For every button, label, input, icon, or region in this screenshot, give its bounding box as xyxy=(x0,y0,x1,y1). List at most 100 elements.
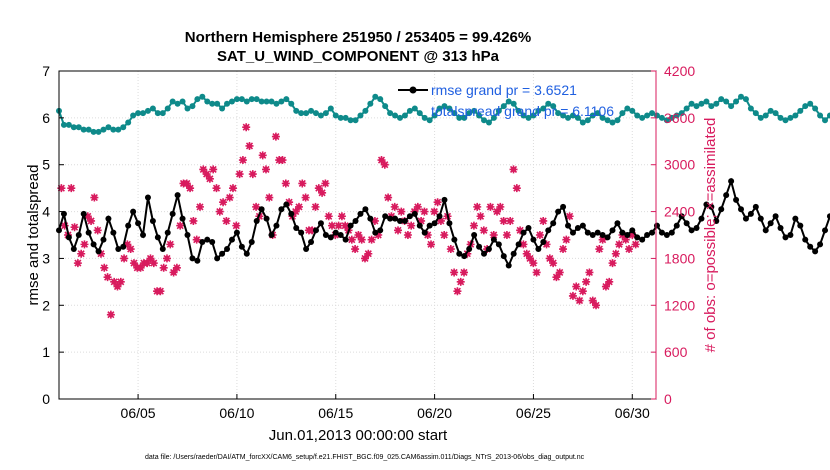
obs-marker xyxy=(456,277,465,286)
rmse-point xyxy=(189,255,196,262)
obs-marker xyxy=(123,240,132,249)
obs-marker xyxy=(519,240,528,249)
rmse-point xyxy=(95,248,102,255)
rmse-point xyxy=(382,213,389,220)
totalspread-point xyxy=(777,114,784,121)
totalspread-point xyxy=(105,124,112,131)
rmse-point xyxy=(466,246,473,253)
rmse-point xyxy=(703,201,710,208)
totalspread-point xyxy=(683,105,690,112)
obs-marker xyxy=(539,216,548,225)
rmse-point xyxy=(253,217,260,224)
obs-marker xyxy=(582,277,591,286)
totalspread-point xyxy=(100,126,107,133)
rmse-series xyxy=(56,177,830,269)
obs-marker xyxy=(195,202,204,211)
totalspread-point xyxy=(728,103,735,110)
totalspread-point xyxy=(441,103,448,110)
obs-marker xyxy=(588,296,597,305)
rmse-point xyxy=(510,250,517,257)
totalspread-point xyxy=(500,103,507,110)
totalspread-point xyxy=(481,117,488,124)
rmse-point xyxy=(228,236,235,243)
totalspread-point xyxy=(747,105,754,112)
totalspread-point xyxy=(308,107,315,114)
rmse-point xyxy=(436,213,443,220)
obs-marker xyxy=(215,207,224,216)
rmse-point xyxy=(545,227,552,234)
totalspread-point xyxy=(248,96,255,103)
obs-marker xyxy=(318,188,327,197)
rmse-point xyxy=(560,203,567,210)
rmse-point xyxy=(733,196,740,203)
obs-marker xyxy=(450,268,459,277)
rmse-point xyxy=(421,229,428,236)
y-right-tick-label: 2400 xyxy=(664,204,695,220)
obs-marker xyxy=(433,198,442,207)
totalspread-point xyxy=(604,117,611,124)
y-axis-left: 0 1 2 3 4 5 6 7 xyxy=(42,63,64,407)
rmse-point xyxy=(224,246,231,253)
totalspread-point xyxy=(653,112,660,119)
rmse-point xyxy=(644,232,651,238)
totalspread-point xyxy=(125,119,132,126)
rmse-point xyxy=(797,222,804,229)
totalspread-point xyxy=(243,98,250,105)
rmse-point xyxy=(283,201,290,208)
totalspread-point xyxy=(120,124,127,131)
totalspread-point xyxy=(362,107,369,114)
totalspread-point xyxy=(421,114,428,121)
totalspread-point xyxy=(767,107,774,114)
rmse-point xyxy=(757,215,764,222)
obs-marker xyxy=(67,184,76,193)
obs-marker xyxy=(202,170,211,179)
rmse-point xyxy=(144,194,151,201)
legend-rmse-marker xyxy=(409,86,417,94)
totalspread-point xyxy=(515,107,522,114)
rmse-point xyxy=(347,222,354,229)
x-axis: 06/05 06/10 06/15 06/20 06/25 06/30 xyxy=(121,394,650,421)
obs-marker xyxy=(605,277,614,286)
totalspread-point xyxy=(169,98,176,105)
rmse-point xyxy=(525,224,532,231)
rmse-point xyxy=(540,239,547,246)
obs-marker xyxy=(499,216,508,225)
rmse-point xyxy=(678,213,685,220)
obs-marker xyxy=(337,212,346,221)
y-axis-right-label: # of obs: o=possible; ×=assimilated xyxy=(702,118,719,353)
totalspread-point xyxy=(110,126,117,133)
obs-marker xyxy=(176,221,185,230)
totalspread-point xyxy=(60,121,67,128)
totalspread-point xyxy=(555,110,562,117)
totalspread-point xyxy=(209,100,216,107)
totalspread-point xyxy=(634,112,641,119)
totalspread-point xyxy=(377,96,384,103)
rmse-point xyxy=(174,192,181,199)
obs-marker xyxy=(93,226,102,235)
obs-marker xyxy=(110,277,119,286)
totalspread-point xyxy=(184,105,191,112)
rmse-point xyxy=(60,210,67,217)
totalspread-point xyxy=(392,112,399,119)
y-left-tick-label: 3 xyxy=(42,250,50,266)
obs-marker xyxy=(545,254,554,263)
rmse-point xyxy=(233,229,240,236)
rmse-point xyxy=(456,250,463,257)
totalspread-point xyxy=(278,98,285,105)
obs-marker xyxy=(585,268,594,277)
rmse-point xyxy=(738,206,745,213)
rmse-point xyxy=(140,232,147,238)
obs-marker xyxy=(476,212,485,221)
totalspread-point xyxy=(456,114,463,121)
rmse-point xyxy=(782,234,789,241)
rmse-point xyxy=(673,222,680,229)
rmse-point xyxy=(149,217,156,224)
rmse-point xyxy=(574,224,581,231)
totalspread-point xyxy=(451,110,458,117)
obs-marker xyxy=(532,268,541,277)
obs-marker xyxy=(301,193,310,202)
obs-marker xyxy=(159,263,168,272)
totalspread-point xyxy=(569,112,576,119)
rmse-point xyxy=(693,224,700,231)
obs-marker xyxy=(440,231,449,239)
